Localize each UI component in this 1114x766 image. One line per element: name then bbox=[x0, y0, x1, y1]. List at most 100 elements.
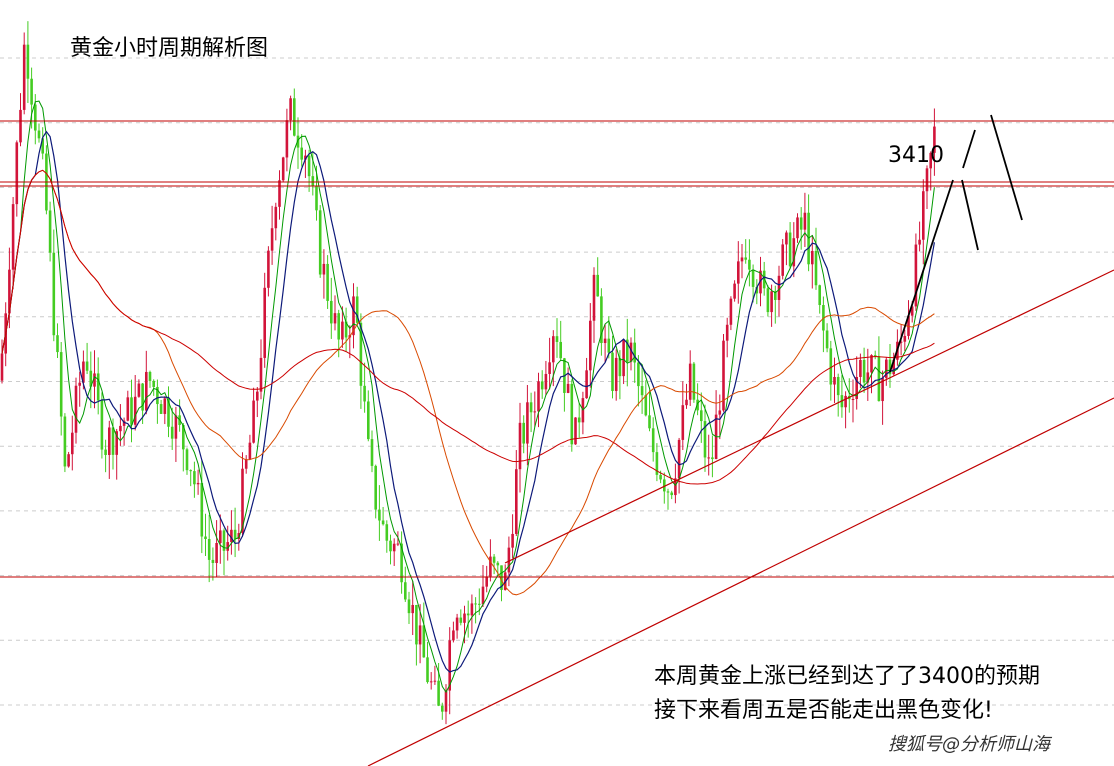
candle-body bbox=[119, 425, 122, 432]
candle-body bbox=[914, 244, 918, 307]
candle-body bbox=[933, 126, 936, 153]
candle-body bbox=[185, 449, 189, 471]
candle-body bbox=[96, 373, 100, 401]
candle-body bbox=[26, 44, 30, 79]
candle-body bbox=[126, 397, 130, 421]
candle-body bbox=[910, 306, 914, 316]
candle-body bbox=[518, 422, 522, 470]
candle-body bbox=[244, 459, 248, 469]
candle-body bbox=[104, 449, 107, 455]
candle-body bbox=[692, 363, 696, 400]
candle-body bbox=[811, 250, 814, 265]
candle-body bbox=[529, 402, 533, 413]
candle-body bbox=[133, 396, 137, 425]
candle-body bbox=[722, 340, 725, 411]
candle-body bbox=[737, 261, 740, 284]
candle-body bbox=[71, 432, 74, 455]
candle-body bbox=[278, 180, 281, 207]
candle-body bbox=[688, 363, 692, 400]
candle-body bbox=[363, 385, 366, 402]
candle-body bbox=[614, 357, 618, 391]
candle-body bbox=[318, 210, 322, 275]
candle-body bbox=[226, 542, 229, 551]
candle-body bbox=[174, 415, 178, 439]
candle-body bbox=[374, 465, 377, 510]
candle-body bbox=[341, 321, 344, 340]
candle-body bbox=[836, 376, 840, 396]
candle-body bbox=[156, 386, 159, 405]
candle-body bbox=[651, 428, 655, 453]
candle-body bbox=[644, 395, 648, 416]
candle-body bbox=[592, 274, 596, 321]
candle-body bbox=[899, 341, 903, 343]
candle-body bbox=[241, 468, 244, 534]
candle-body bbox=[381, 520, 385, 525]
candle-body bbox=[52, 252, 56, 336]
note-line-2: 接下来看周五是否能走出黑色变化! bbox=[654, 698, 993, 723]
candle-body bbox=[219, 530, 222, 544]
candle-body bbox=[189, 470, 192, 472]
ma-line-navy bbox=[1, 130, 935, 673]
candle-body bbox=[655, 452, 659, 475]
candle-body bbox=[511, 533, 514, 548]
candle-body bbox=[100, 400, 104, 450]
candle-body bbox=[145, 371, 148, 411]
candle-body bbox=[359, 322, 363, 386]
candle-body bbox=[685, 399, 688, 406]
candle-body bbox=[762, 270, 766, 289]
candle-body bbox=[489, 556, 492, 577]
candle-body bbox=[862, 359, 866, 383]
candle-body bbox=[193, 471, 196, 485]
candle-body bbox=[396, 543, 400, 545]
projection-stroke bbox=[962, 129, 976, 169]
candle-body bbox=[267, 250, 270, 288]
candle-body bbox=[729, 298, 733, 325]
candle-body bbox=[152, 380, 155, 387]
resistance-support-lines bbox=[0, 120, 1114, 578]
candle-body bbox=[885, 359, 888, 378]
candle-body bbox=[633, 342, 636, 363]
candle-body bbox=[855, 376, 858, 400]
candle-body bbox=[411, 604, 414, 614]
candle-body bbox=[289, 98, 292, 121]
candle-body bbox=[85, 361, 89, 371]
candle-body bbox=[922, 191, 925, 240]
ma-line-orange bbox=[1, 169, 935, 596]
candle-body bbox=[777, 275, 781, 300]
candle-body bbox=[41, 138, 44, 154]
candle-body bbox=[141, 383, 144, 411]
candle-body bbox=[82, 361, 85, 383]
candle-body bbox=[22, 44, 26, 110]
note-line-1: 本周黄金上涨已经到达了了3400的预期 bbox=[654, 664, 1040, 689]
candle-body bbox=[248, 442, 252, 460]
candle-body bbox=[89, 370, 93, 387]
candle-body bbox=[663, 479, 666, 492]
candle-body bbox=[34, 104, 37, 131]
candle-body bbox=[237, 533, 241, 540]
candle-body bbox=[796, 217, 799, 239]
horizontal-gridlines bbox=[0, 57, 1114, 706]
candle-body bbox=[552, 336, 555, 363]
candle-body bbox=[785, 232, 788, 245]
candle-body bbox=[429, 681, 433, 683]
candle-body bbox=[507, 547, 511, 573]
candle-body bbox=[400, 543, 403, 583]
candle-body bbox=[215, 543, 218, 564]
price-annotation-3410: 3410 bbox=[888, 143, 944, 168]
candle-body bbox=[548, 362, 551, 374]
candle-body bbox=[418, 625, 422, 645]
candle-body bbox=[200, 482, 204, 537]
candle-body bbox=[611, 352, 614, 391]
candle-body bbox=[326, 263, 329, 301]
candle-body bbox=[108, 427, 111, 455]
candle-body bbox=[851, 399, 855, 401]
candle-body bbox=[170, 426, 174, 439]
candle-body bbox=[607, 338, 611, 353]
chart-title: 黄金小时周期解析图 bbox=[70, 36, 269, 61]
candle-body bbox=[74, 385, 78, 433]
candle-body bbox=[452, 630, 455, 641]
candle-body bbox=[792, 238, 796, 267]
candle-body bbox=[207, 539, 211, 560]
candle-body bbox=[163, 398, 167, 414]
candle-body bbox=[330, 300, 333, 324]
